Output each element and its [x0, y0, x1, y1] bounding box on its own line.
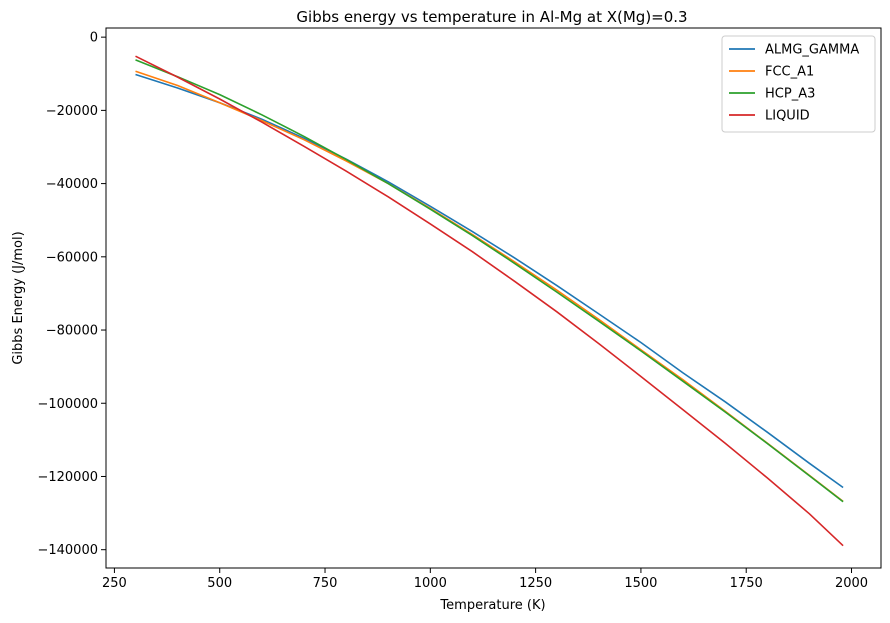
legend-box	[721, 35, 876, 133]
y-tick-label: −20000	[46, 104, 98, 119]
series-line-liquid	[135, 55, 844, 547]
x-tick-label: 750	[313, 576, 338, 591]
y-tick-label: −80000	[46, 324, 98, 339]
y-tick-label: −60000	[46, 250, 98, 265]
y-axis-label: Gibbs Energy (J/mol)	[11, 231, 26, 364]
legend-label: FCC_A1	[765, 65, 814, 80]
series-line-almg-gamma	[135, 73, 844, 489]
plot-frame	[105, 27, 882, 569]
legend: ALMG_GAMMA FCC_A1 HCP_A3 LIQUID	[721, 35, 876, 133]
x-axis-ticks: 250 500 750 1000 1250 1500 1750 2000	[102, 568, 868, 591]
x-tick-label: 1500	[624, 576, 657, 591]
y-tick-label: −40000	[46, 177, 98, 192]
legend-label: HCP_A3	[765, 87, 815, 102]
y-tick-label: −120000	[37, 470, 98, 485]
chart-title: Gibbs energy vs temperature in Al-Mg at …	[296, 8, 687, 26]
x-axis-label: Temperature (K)	[439, 598, 545, 613]
plot-lines	[135, 55, 844, 547]
x-tick-label: 1000	[414, 576, 447, 591]
y-axis-ticks: 0 −20000 −40000 −60000 −80000 −100000 −120000 −…	[37, 31, 106, 558]
x-tick-label: 500	[207, 576, 232, 591]
x-tick-label: 1250	[519, 576, 552, 591]
y-tick-label: 0	[90, 31, 98, 46]
series-line-hcp-a3	[135, 59, 844, 503]
x-tick-label: 250	[102, 576, 127, 591]
legend-label: ALMG_GAMMA	[765, 43, 859, 58]
series-line-fcc-a1	[135, 70, 844, 503]
y-tick-label: −100000	[37, 397, 98, 412]
x-tick-label: 1750	[730, 576, 763, 591]
x-tick-label: 2000	[835, 576, 868, 591]
legend-label: LIQUID	[765, 109, 810, 124]
y-tick-label: −140000	[37, 543, 98, 558]
